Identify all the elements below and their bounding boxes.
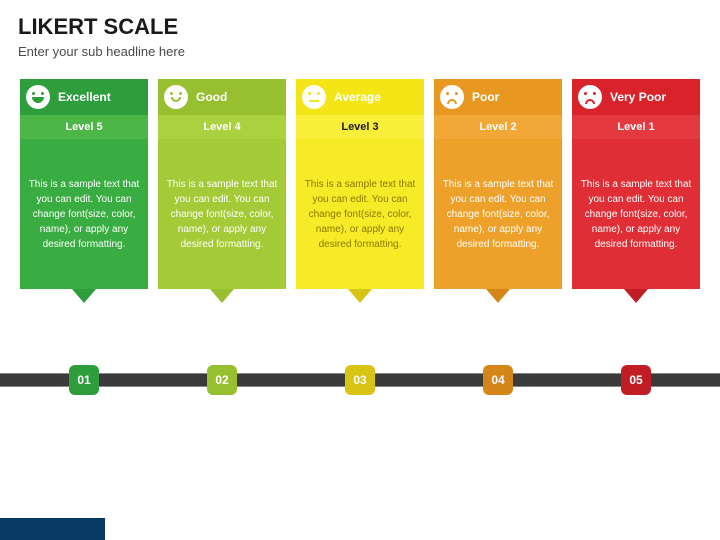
timeline-marker: 01 [69, 365, 99, 395]
page-title: LIKERT SCALE [18, 14, 702, 40]
pointer-icon [486, 289, 510, 303]
pointer-icon [72, 289, 96, 303]
marker-slot: 02 [158, 365, 286, 395]
card-header: Good [158, 79, 286, 115]
card-header: Very Poor [572, 79, 700, 115]
likert-card: Average Level 3This is a sample text that… [296, 79, 424, 303]
pointer-icon [624, 289, 648, 303]
rating-label: Excellent [58, 90, 111, 104]
marker-slot: 01 [20, 365, 148, 395]
card-body: This is a sample text that you can edit.… [572, 139, 700, 289]
cards-row: ExcellentLevel 5This is a sample text th… [0, 69, 720, 303]
marker-slot: 03 [296, 365, 424, 395]
likert-card: Poor Level 2This is a sample text that yo… [434, 79, 562, 303]
rating-label: Average [334, 90, 381, 104]
face-icon [440, 85, 464, 109]
card-header: Average [296, 79, 424, 115]
marker-slot: 05 [572, 365, 700, 395]
level-band: Level 2 [434, 115, 562, 139]
level-band: Level 3 [296, 115, 424, 139]
level-band: Level 5 [20, 115, 148, 139]
card-body: This is a sample text that you can edit.… [158, 139, 286, 289]
face-icon [164, 85, 188, 109]
timeline-marker: 03 [345, 365, 375, 395]
likert-card: Good Level 4This is a sample text that yo… [158, 79, 286, 303]
face-icon [302, 85, 326, 109]
face-icon [26, 85, 50, 109]
card-header: Poor [434, 79, 562, 115]
timeline-marker: 04 [483, 365, 513, 395]
rating-label: Good [196, 90, 227, 104]
pointer-icon [210, 289, 234, 303]
card-body: This is a sample text that you can edit.… [20, 139, 148, 289]
page-subtitle: Enter your sub headline here [18, 44, 702, 59]
header: LIKERT SCALE Enter your sub headline her… [0, 0, 720, 69]
face-icon [578, 85, 602, 109]
rating-label: Poor [472, 90, 499, 104]
level-band: Level 4 [158, 115, 286, 139]
likert-card: Very Poor Level 1This is a sample text th… [572, 79, 700, 303]
level-band: Level 1 [572, 115, 700, 139]
card-body: This is a sample text that you can edit.… [434, 139, 562, 289]
bottom-bar [0, 518, 105, 540]
timeline-marker: 05 [621, 365, 651, 395]
timeline-marker: 02 [207, 365, 237, 395]
card-body: This is a sample text that you can edit.… [296, 139, 424, 289]
rating-label: Very Poor [610, 90, 666, 104]
likert-card: Excellent Level 5This is a sample text th… [20, 79, 148, 303]
card-header: Excellent [20, 79, 148, 115]
timeline-markers: 01 02 03 04 05 [20, 365, 700, 395]
pointer-icon [348, 289, 372, 303]
marker-slot: 04 [434, 365, 562, 395]
